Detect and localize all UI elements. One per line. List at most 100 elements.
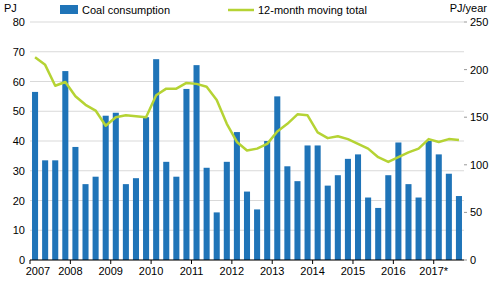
legend-swatch <box>228 9 254 12</box>
bar <box>244 192 250 260</box>
x-tick <box>231 260 232 264</box>
y-tick-label: 80 <box>13 16 25 28</box>
x-tick-label: 2016 <box>381 265 405 277</box>
bar <box>93 177 99 260</box>
x-tick <box>30 260 31 264</box>
x-tick <box>272 260 273 264</box>
bar <box>32 92 38 260</box>
bar <box>284 166 290 260</box>
bar <box>173 177 179 260</box>
y2-tick-label: 250 <box>470 16 488 28</box>
y-tick-label: 70 <box>13 46 25 58</box>
x-tick <box>393 260 394 264</box>
legend-label: Coal consumption <box>82 4 170 16</box>
y-tick-label: 30 <box>13 165 25 177</box>
bar <box>72 147 78 260</box>
grid-line <box>30 260 464 261</box>
y2-tick <box>464 22 467 23</box>
grid-line <box>30 141 464 142</box>
y2-tick <box>464 212 467 213</box>
bar <box>183 89 189 260</box>
x-tick <box>70 260 71 264</box>
bar <box>426 141 432 260</box>
bar <box>103 116 109 260</box>
x-tick <box>110 260 111 264</box>
bar <box>224 162 230 260</box>
y-tick-label: 10 <box>13 224 25 236</box>
bar <box>214 212 220 260</box>
plot-marks <box>32 57 462 260</box>
y2-tick <box>464 69 467 70</box>
grid-line <box>30 81 464 82</box>
bar <box>143 117 149 260</box>
bar <box>345 159 351 260</box>
bar <box>335 175 341 260</box>
bar <box>264 141 270 260</box>
x-tick-label: 2008 <box>58 265 82 277</box>
bar <box>82 184 88 260</box>
grid-line <box>30 51 464 52</box>
bar <box>305 145 311 260</box>
x-tick-label: 2009 <box>99 265 123 277</box>
y2-axis-title: PJ/year <box>450 2 488 14</box>
y-tick-label: 50 <box>13 105 25 117</box>
x-tick-label: 2017* <box>419 265 448 277</box>
y-tick-label: 0 <box>19 254 25 266</box>
y-axis-title: PJ <box>4 2 17 14</box>
bar <box>355 154 361 260</box>
y2-tick-label: 150 <box>470 111 488 123</box>
y-tick-label: 40 <box>13 135 25 147</box>
grid-line <box>30 22 464 23</box>
bar <box>385 175 391 260</box>
y2-tick <box>464 117 467 118</box>
y2-tick <box>464 164 467 165</box>
bar <box>315 145 321 260</box>
bar <box>42 160 48 260</box>
line <box>35 57 459 162</box>
bar <box>62 71 68 260</box>
x-tick-label: 2010 <box>139 265 163 277</box>
x-tick-label: 2011 <box>180 265 204 277</box>
bar <box>52 160 58 260</box>
x-tick-label: 2007 <box>26 265 50 277</box>
y-tick-label: 20 <box>13 195 25 207</box>
x-tick-label: 2014 <box>300 265 324 277</box>
bar <box>294 181 300 260</box>
bar <box>163 162 169 260</box>
bar <box>153 59 159 260</box>
y2-tick <box>464 260 467 261</box>
bar <box>375 208 381 260</box>
x-tick <box>433 260 434 264</box>
bar <box>133 178 139 260</box>
bar <box>113 113 119 260</box>
x-tick-label: 2012 <box>220 265 244 277</box>
chart: 0 10 20 30 40 50 60 70 80 0 50 100 150 200 250 PJ PJ/yea… <box>0 0 491 302</box>
x-tick <box>352 260 353 264</box>
y2-tick-label: 200 <box>470 64 488 76</box>
x-tick <box>151 260 152 264</box>
bar <box>254 209 260 260</box>
bar <box>274 96 280 260</box>
bar <box>436 154 442 260</box>
bar <box>456 196 462 260</box>
bar <box>123 184 129 260</box>
bar <box>365 198 371 260</box>
bar <box>325 186 331 260</box>
bar <box>416 198 422 260</box>
y2-tick-label: 0 <box>470 254 476 266</box>
x-tick <box>312 260 313 264</box>
y2-tick-label: 100 <box>470 159 488 171</box>
bar <box>405 184 411 260</box>
bar <box>446 174 452 260</box>
x-axis <box>30 260 464 261</box>
x-tick <box>191 260 192 264</box>
bar <box>204 168 210 260</box>
bar <box>234 132 240 260</box>
bar <box>194 65 200 260</box>
legend-swatch <box>60 5 78 14</box>
x-tick-label: 2013 <box>260 265 284 277</box>
y-tick-label: 60 <box>13 76 25 88</box>
x-tick-label: 2015 <box>341 265 365 277</box>
legend: Coal consumption12-month moving total <box>60 4 367 16</box>
y2-tick-label: 50 <box>470 206 482 218</box>
